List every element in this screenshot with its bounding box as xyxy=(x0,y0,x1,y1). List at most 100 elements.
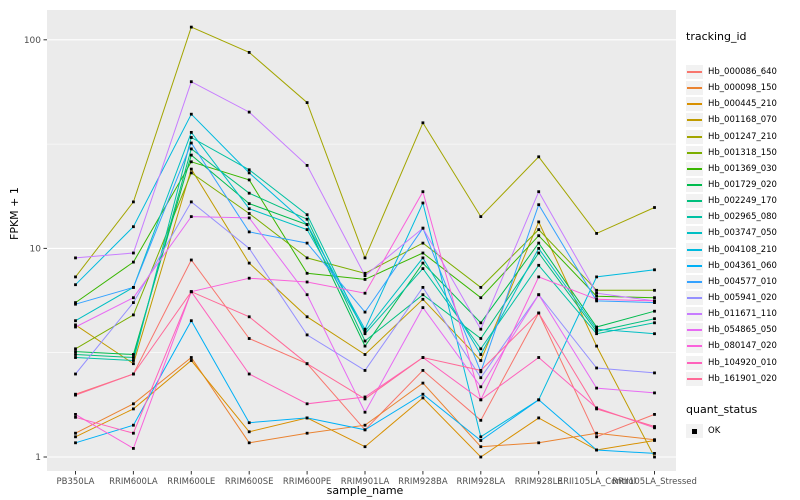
data-point xyxy=(305,333,309,337)
data-point xyxy=(595,386,598,390)
y-axis-title: FPKM + 1 xyxy=(8,187,21,240)
data-point xyxy=(132,447,135,450)
x-tick-label: RRIM600SE xyxy=(225,477,274,487)
data-point xyxy=(595,407,598,411)
data-point xyxy=(653,321,656,325)
data-point xyxy=(305,241,309,245)
x-tick-label: PB350LA xyxy=(57,477,95,487)
data-point xyxy=(653,371,656,375)
data-point xyxy=(421,121,425,125)
legend-item: Hb_011671_110 xyxy=(686,306,798,322)
data-point xyxy=(653,309,656,313)
data-point xyxy=(132,225,135,229)
data-point xyxy=(421,226,425,230)
data-point xyxy=(363,369,367,372)
data-point xyxy=(74,350,77,353)
data-point xyxy=(132,359,135,362)
data-point xyxy=(421,286,425,289)
data-point xyxy=(247,216,251,220)
legend-item: Hb_002965_080 xyxy=(686,209,798,225)
data-point xyxy=(537,251,541,255)
data-point xyxy=(305,228,309,231)
data-point xyxy=(595,330,598,333)
data-point xyxy=(132,402,135,406)
data-point xyxy=(189,200,193,204)
data-point xyxy=(189,147,193,151)
legend-item-label: Hb_054865_050 xyxy=(708,325,777,336)
data-point xyxy=(363,291,367,295)
data-point xyxy=(537,441,541,445)
legend-key-swatch xyxy=(686,65,703,80)
data-point xyxy=(595,325,598,329)
legend-item-label: Hb_003747_050 xyxy=(708,228,777,239)
legend-item-label: Hb_000086_640 xyxy=(708,67,777,78)
data-point xyxy=(537,398,541,402)
data-point xyxy=(189,359,193,362)
data-point xyxy=(479,369,483,372)
data-point xyxy=(653,268,656,272)
legend-key-swatch xyxy=(686,323,703,338)
legend-item: Hb_002249_170 xyxy=(686,193,798,209)
legend-key-swatch xyxy=(686,307,703,322)
data-point xyxy=(653,288,656,292)
data-point xyxy=(421,251,425,255)
data-point xyxy=(653,425,656,428)
data-point xyxy=(363,353,367,356)
data-point xyxy=(189,167,193,171)
data-point xyxy=(132,431,135,435)
legend-key-swatch xyxy=(686,178,703,193)
data-point xyxy=(247,202,251,205)
legend-item: Hb_004361_060 xyxy=(686,258,798,274)
data-point xyxy=(537,311,541,315)
data-point xyxy=(595,275,598,279)
data-point xyxy=(363,332,367,336)
data-point xyxy=(132,251,135,255)
legend-item-label: Hb_080147_020 xyxy=(708,341,777,352)
legend-item-label: Hb_001168_070 xyxy=(708,115,777,126)
data-point xyxy=(479,286,483,289)
data-point xyxy=(479,296,483,300)
legend-key-swatch xyxy=(686,371,703,386)
data-point xyxy=(247,430,251,434)
data-point xyxy=(305,223,309,226)
x-tick-label: RRIM901LA xyxy=(341,477,390,487)
data-point xyxy=(74,302,77,306)
data-point xyxy=(305,256,309,260)
data-point xyxy=(247,230,251,234)
legend-item-label: Hb_004108_210 xyxy=(708,244,777,255)
data-point xyxy=(247,110,251,114)
legend-title-tracking-id: tracking_id xyxy=(686,30,747,43)
data-point xyxy=(653,332,656,336)
legend-item: Hb_003747_050 xyxy=(686,225,798,241)
data-point xyxy=(479,385,483,389)
data-point xyxy=(479,398,483,402)
data-point xyxy=(363,278,367,281)
data-point xyxy=(305,431,309,435)
data-point xyxy=(132,260,135,264)
data-point xyxy=(479,347,483,351)
data-point xyxy=(132,301,135,304)
data-point xyxy=(305,402,309,406)
data-point xyxy=(132,423,135,427)
data-point xyxy=(537,275,541,279)
data-point xyxy=(363,397,367,401)
legend-item: Hb_161901_020 xyxy=(686,371,798,387)
data-point xyxy=(247,51,251,54)
data-point xyxy=(74,347,77,351)
data-point xyxy=(305,101,309,104)
quant-ok-key-icon xyxy=(686,423,703,438)
data-point xyxy=(537,228,541,231)
legend-key-swatch xyxy=(686,291,703,306)
data-point xyxy=(595,294,598,298)
data-point xyxy=(247,191,251,195)
data-point xyxy=(247,261,251,265)
legend-title-quant-status: quant_status xyxy=(686,402,758,416)
data-point xyxy=(653,439,656,442)
data-point xyxy=(132,407,135,411)
legend-item: Hb_054865_050 xyxy=(686,322,798,338)
x-tick-label: RRIM928LA xyxy=(456,477,505,487)
data-point xyxy=(421,267,425,270)
legend-item-label: Hb_000098_150 xyxy=(708,83,777,94)
legend-item-label: Hb_104920_010 xyxy=(708,357,777,368)
legend: tracking_id Hb_000086_640 Hb_000098_150 Hb… xyxy=(686,30,798,439)
